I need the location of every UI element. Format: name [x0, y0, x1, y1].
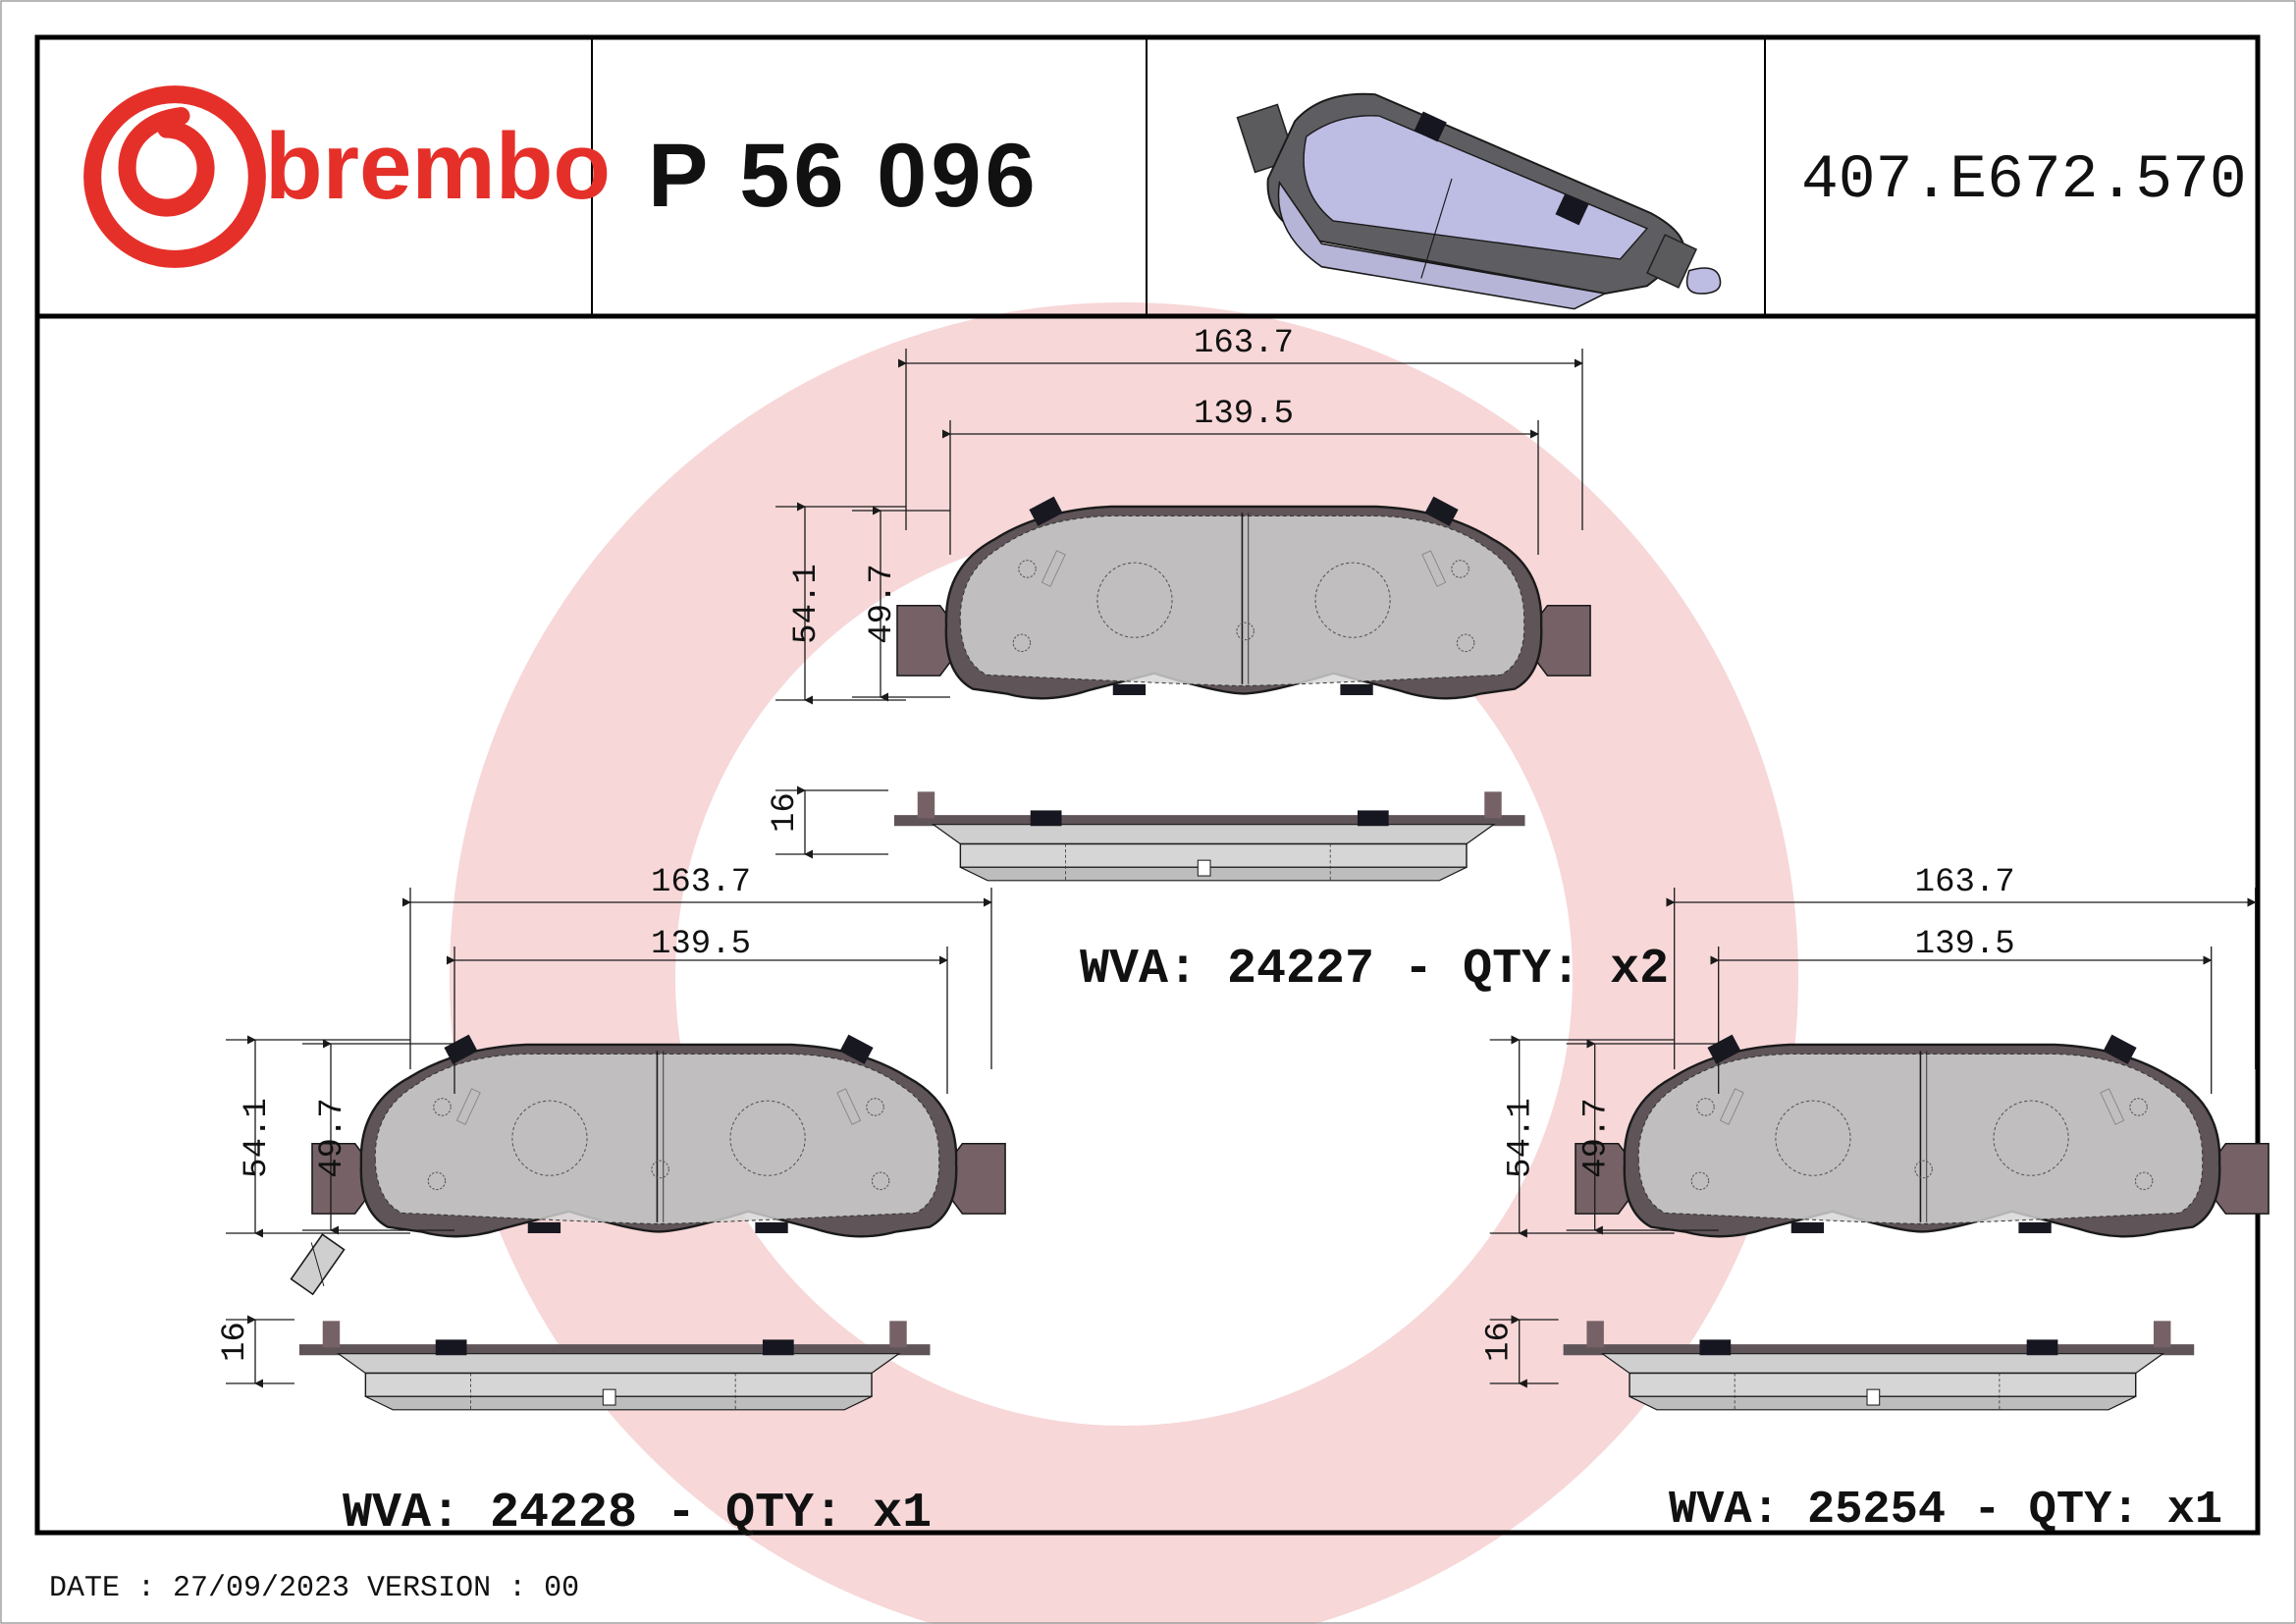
svg-text:54.1: 54.1 — [239, 1098, 276, 1178]
svg-text:49.7: 49.7 — [1578, 1098, 1616, 1178]
svg-text:16: 16 — [217, 1322, 254, 1362]
svg-text:163.7: 163.7 — [1194, 325, 1294, 362]
svg-text:brembo: brembo — [265, 114, 611, 219]
svg-text:54.1: 54.1 — [788, 564, 826, 644]
svg-text:139.5: 139.5 — [651, 926, 751, 963]
svg-text:49.7: 49.7 — [314, 1098, 351, 1178]
svg-text:WVA: 25254 - QTY: x1: WVA: 25254 - QTY: x1 — [1669, 1485, 2222, 1537]
svg-text:49.7: 49.7 — [864, 564, 901, 644]
svg-text:16: 16 — [767, 792, 804, 833]
svg-text:163.7: 163.7 — [1915, 864, 2015, 901]
svg-text:WVA: 24227 - QTY: x2: WVA: 24227 - QTY: x2 — [1080, 942, 1669, 998]
svg-text:407.E672.570: 407.E672.570 — [1801, 145, 2247, 215]
svg-text:16: 16 — [1481, 1322, 1519, 1362]
svg-text:139.5: 139.5 — [1194, 396, 1294, 433]
svg-text:54.1: 54.1 — [1503, 1098, 1540, 1178]
svg-text:139.5: 139.5 — [1915, 926, 2015, 963]
svg-text:P 56 096: P 56 096 — [648, 126, 1040, 226]
svg-text:163.7: 163.7 — [651, 864, 751, 901]
svg-text:WVA: 24228 - QTY: x1: WVA: 24228 - QTY: x1 — [343, 1486, 932, 1542]
svg-text:DATE : 27/09/2023 VERSION : 00: DATE : 27/09/2023 VERSION : 00 — [49, 1572, 579, 1605]
